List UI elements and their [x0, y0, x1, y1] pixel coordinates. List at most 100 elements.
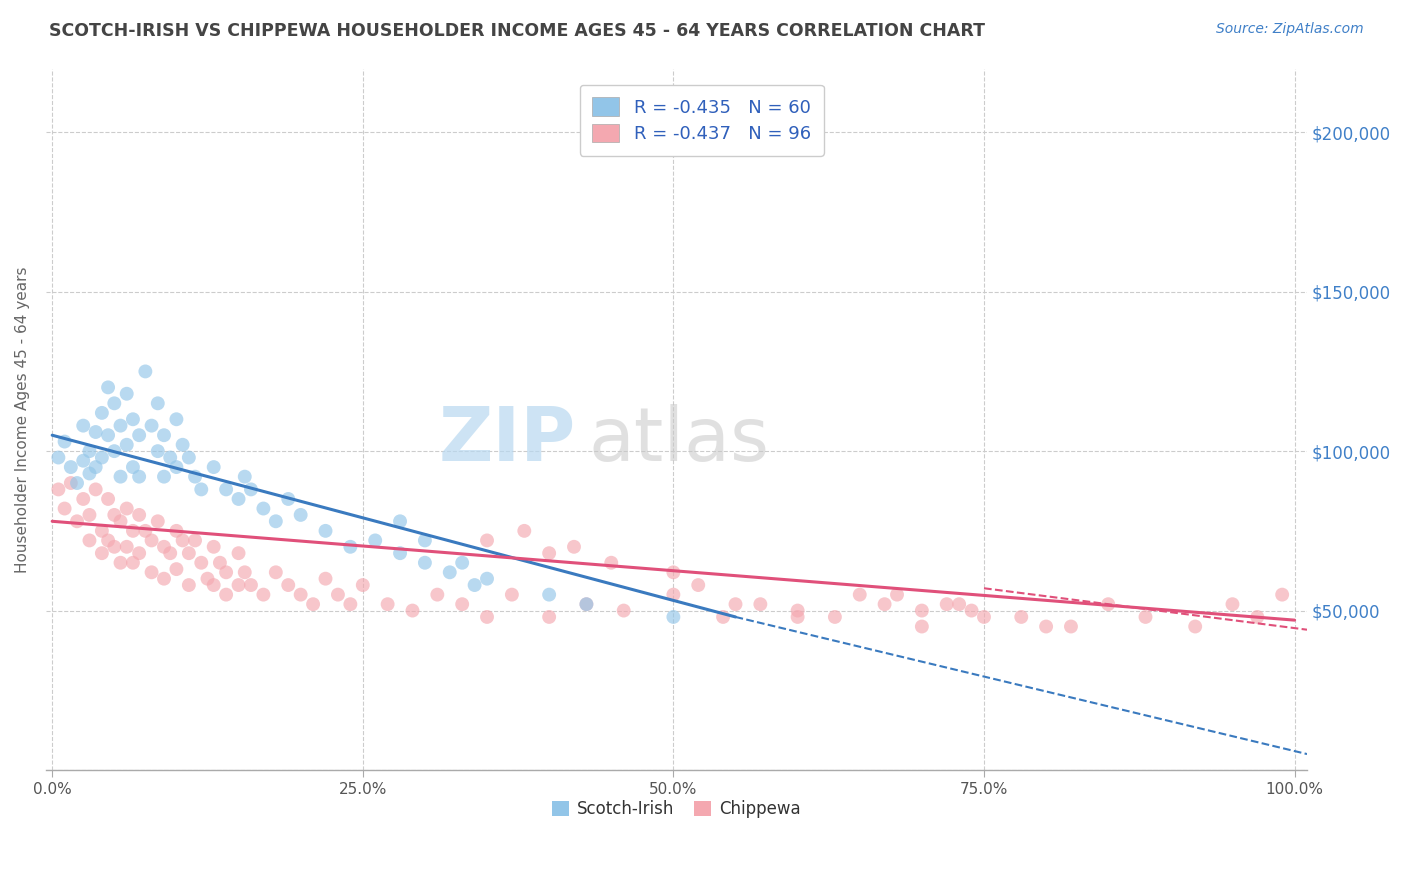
- Point: [110, 418, 132, 433]
- Point: [115, 386, 138, 401]
- Point: [115, 438, 138, 452]
- Point: [426, 588, 449, 602]
- Point: [122, 460, 145, 475]
- Point: [277, 491, 299, 506]
- Point: [1060, 619, 1083, 633]
- Y-axis label: Householder Income Ages 45 - 64 years: Householder Income Ages 45 - 64 years: [15, 266, 30, 573]
- Point: [662, 566, 685, 580]
- Point: [315, 524, 337, 538]
- Point: [103, 444, 125, 458]
- Point: [1035, 619, 1057, 633]
- Point: [48, 483, 70, 497]
- Point: [153, 428, 176, 442]
- Point: [197, 572, 219, 586]
- Text: ZIP: ZIP: [439, 404, 575, 477]
- Point: [413, 533, 436, 548]
- Point: [575, 597, 598, 611]
- Point: [172, 438, 194, 452]
- Point: [165, 562, 187, 576]
- Point: [146, 444, 169, 458]
- Point: [165, 412, 187, 426]
- Point: [935, 597, 957, 611]
- Point: [1184, 619, 1206, 633]
- Point: [177, 578, 200, 592]
- Point: [239, 578, 262, 592]
- Point: [911, 603, 934, 617]
- Point: [97, 380, 120, 394]
- Point: [72, 453, 94, 467]
- Point: [103, 508, 125, 522]
- Point: [153, 469, 176, 483]
- Point: [1246, 610, 1268, 624]
- Point: [215, 588, 238, 602]
- Point: [72, 418, 94, 433]
- Point: [72, 491, 94, 506]
- Point: [1222, 597, 1244, 611]
- Point: [190, 556, 212, 570]
- Point: [960, 603, 983, 617]
- Point: [128, 508, 150, 522]
- Point: [90, 406, 112, 420]
- Point: [277, 578, 299, 592]
- Point: [103, 540, 125, 554]
- Point: [66, 476, 89, 491]
- Point: [215, 566, 238, 580]
- Point: [264, 514, 287, 528]
- Point: [141, 418, 163, 433]
- Point: [538, 588, 561, 602]
- Point: [538, 610, 561, 624]
- Point: [475, 572, 498, 586]
- Point: [339, 597, 361, 611]
- Point: [389, 514, 412, 528]
- Point: [153, 572, 176, 586]
- Point: [110, 556, 132, 570]
- Point: [688, 578, 710, 592]
- Point: [141, 566, 163, 580]
- Point: [165, 460, 187, 475]
- Point: [389, 546, 412, 560]
- Point: [973, 610, 995, 624]
- Point: [352, 578, 374, 592]
- Point: [159, 450, 181, 465]
- Point: [339, 540, 361, 554]
- Point: [202, 540, 225, 554]
- Point: [401, 603, 423, 617]
- Point: [302, 597, 325, 611]
- Point: [159, 546, 181, 560]
- Point: [562, 540, 585, 554]
- Point: [451, 597, 474, 611]
- Point: [115, 501, 138, 516]
- Point: [79, 508, 101, 522]
- Point: [90, 450, 112, 465]
- Point: [886, 588, 908, 602]
- Point: [228, 491, 250, 506]
- Point: [110, 469, 132, 483]
- Point: [662, 610, 685, 624]
- Point: [84, 483, 107, 497]
- Point: [662, 588, 685, 602]
- Point: [233, 566, 256, 580]
- Point: [146, 396, 169, 410]
- Point: [202, 460, 225, 475]
- Point: [128, 469, 150, 483]
- Point: [1010, 610, 1032, 624]
- Point: [115, 540, 138, 554]
- Point: [122, 556, 145, 570]
- Point: [377, 597, 399, 611]
- Point: [134, 524, 156, 538]
- Point: [215, 483, 238, 497]
- Text: Source: ZipAtlas.com: Source: ZipAtlas.com: [1216, 22, 1364, 37]
- Point: [172, 533, 194, 548]
- Point: [165, 524, 187, 538]
- Point: [141, 533, 163, 548]
- Point: [1097, 597, 1119, 611]
- Point: [66, 514, 89, 528]
- Point: [90, 524, 112, 538]
- Point: [475, 610, 498, 624]
- Point: [413, 556, 436, 570]
- Point: [79, 444, 101, 458]
- Point: [184, 533, 207, 548]
- Point: [613, 603, 636, 617]
- Point: [439, 566, 461, 580]
- Point: [177, 450, 200, 465]
